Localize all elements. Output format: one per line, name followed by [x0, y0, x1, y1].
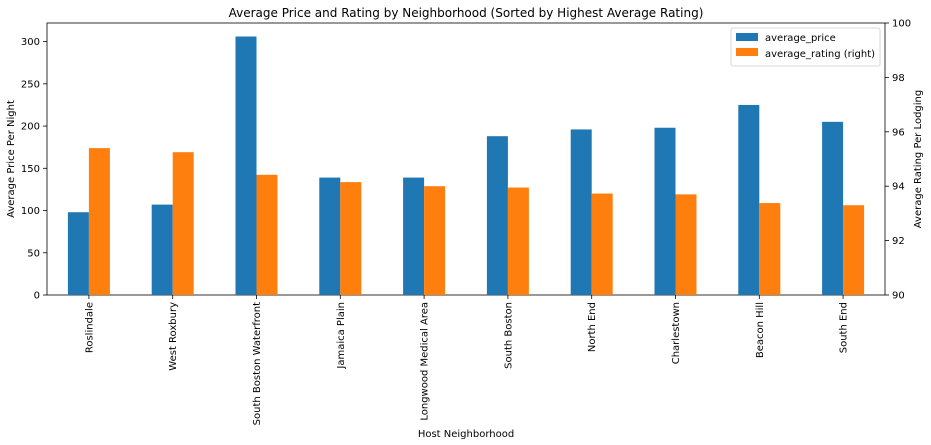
bar-average-price: [486, 136, 508, 295]
bar-average-price: [67, 212, 89, 295]
bar-average-rating: [256, 174, 278, 295]
bar-average-price: [151, 204, 173, 295]
right-axis: 90 92 94 96 98 100: [885, 19, 911, 302]
bar-average-price: [738, 104, 760, 295]
bar-average-rating: [759, 203, 781, 295]
chart-title: Average Price and Rating by Neighborhood…: [229, 6, 704, 20]
bar-average-price: [570, 129, 592, 295]
left-axis-tick-label: 50: [27, 248, 40, 259]
x-axis-tick-label: Beacon Hill: [755, 302, 766, 358]
right-axis-tick-label: 90: [892, 291, 905, 302]
bar-average-price: [403, 177, 425, 295]
left-axis-tick-label: 300: [21, 37, 40, 48]
x-axis-title: Host Neighborhood: [418, 429, 514, 440]
bar-average-price: [654, 127, 676, 296]
bar-average-rating: [675, 194, 697, 295]
plot-area-frame: [46, 22, 886, 296]
legend-box: [730, 27, 881, 67]
bar-average-price: [319, 177, 341, 295]
legend-label-rating: average_rating (right): [765, 49, 875, 60]
left-axis-tick-label: 100: [21, 206, 40, 217]
bar-average-rating: [591, 193, 613, 295]
x-axis-tick-label: Charlestown: [671, 302, 682, 364]
left-axis: 0 50 100 150 200 250 300: [21, 37, 47, 302]
bar-average-rating: [172, 152, 194, 295]
right-axis-tick-label: 94: [892, 182, 905, 193]
right-axis-tick-label: 98: [892, 73, 905, 84]
x-axis-tick-label: Longwood Medical Area: [420, 302, 431, 421]
x-axis-tick-label: South Boston Waterfront: [252, 302, 263, 425]
bar-average-rating: [843, 205, 865, 295]
x-axis-tick-label: South Boston: [503, 302, 514, 369]
legend-label-price: average_price: [765, 33, 836, 44]
legend-swatch-price: [736, 33, 758, 41]
left-axis-tick-label: 150: [21, 164, 40, 175]
bar-average-rating: [507, 187, 529, 295]
x-axis-tick-label: West Roxbury: [168, 302, 179, 371]
right-axis-tick-label: 96: [892, 127, 905, 138]
right-axis-tick-label: 92: [892, 236, 905, 247]
x-axis-tick-label: North End: [587, 302, 598, 352]
bar-average-rating: [424, 186, 446, 295]
y2-axis-title: Average Rating Per Lodging: [913, 90, 924, 228]
legend: average_price average_rating (right): [730, 27, 881, 67]
y-axis-title: Average Price Per Night: [6, 100, 17, 218]
bar-average-rating: [88, 148, 110, 295]
bar-average-price: [235, 36, 257, 295]
left-axis-tick-label: 200: [21, 122, 40, 133]
legend-swatch-rating: [736, 48, 758, 56]
x-axis: Roslindale West Roxbury South Boston Water…: [84, 295, 850, 425]
bar-average-price: [822, 121, 844, 295]
left-axis-tick-label: 0: [34, 291, 40, 302]
x-axis-tick-label: Jamaica Plain: [336, 302, 347, 370]
x-axis-tick-label: Roslindale: [84, 302, 95, 353]
right-axis-tick-label: 100: [892, 19, 911, 30]
bar-average-rating: [340, 182, 362, 295]
bars-group: [67, 36, 865, 296]
left-axis-tick-label: 250: [21, 79, 40, 90]
x-axis-tick-label: South End: [839, 302, 850, 353]
